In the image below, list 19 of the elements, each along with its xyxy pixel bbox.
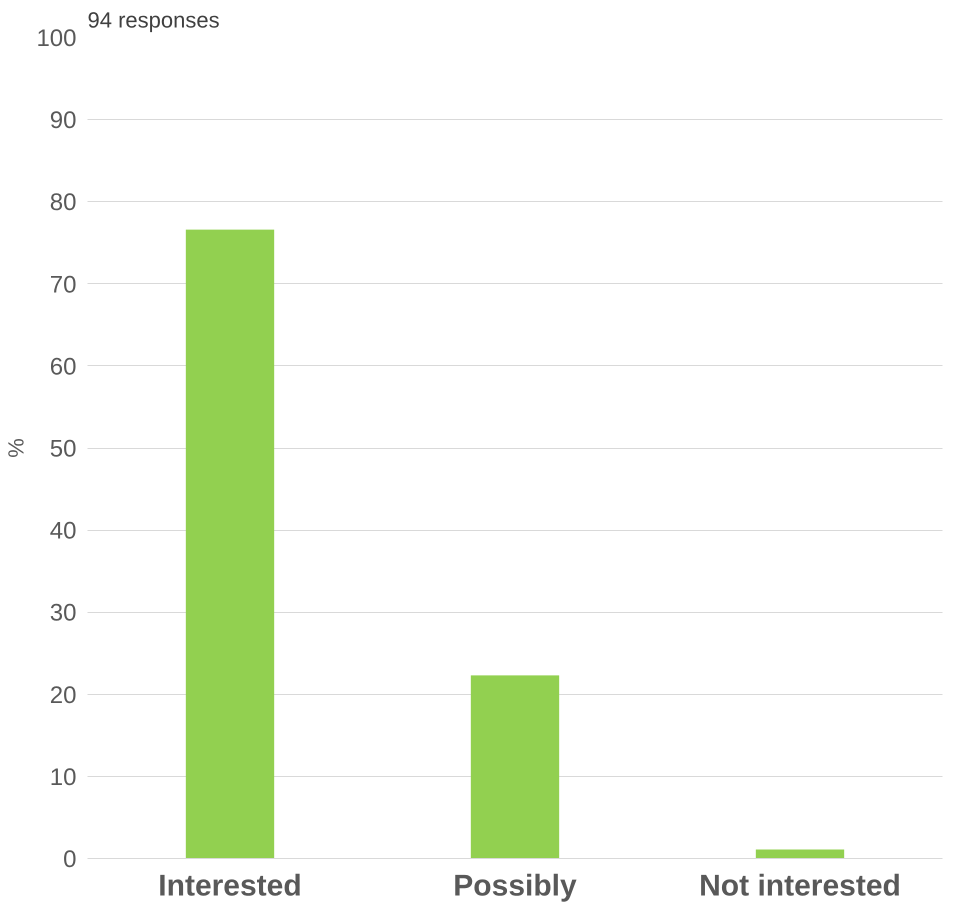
y-axis-title: % xyxy=(3,438,28,458)
x-tick-label: Not interested xyxy=(699,870,901,902)
bar xyxy=(756,849,844,858)
y-tick-label: 30 xyxy=(50,600,77,627)
chart-title: 94 responses xyxy=(88,8,220,32)
y-tick-label: 100 xyxy=(36,25,77,52)
y-tick-label: 0 xyxy=(63,846,77,873)
y-tick-label: 80 xyxy=(50,189,77,216)
y-tick-label: 10 xyxy=(50,764,77,791)
bar xyxy=(186,230,274,858)
x-tick-label: Possibly xyxy=(453,870,578,902)
bar xyxy=(470,675,560,858)
y-tick-label: 60 xyxy=(50,353,77,380)
y-tick-label: 40 xyxy=(50,518,77,545)
x-tick-label: Interested xyxy=(158,870,302,902)
y-tick-label: 70 xyxy=(50,271,77,298)
y-tick-label: 20 xyxy=(50,682,77,709)
y-tick-label: 50 xyxy=(50,436,77,462)
y-tick-label: 90 xyxy=(50,107,77,134)
